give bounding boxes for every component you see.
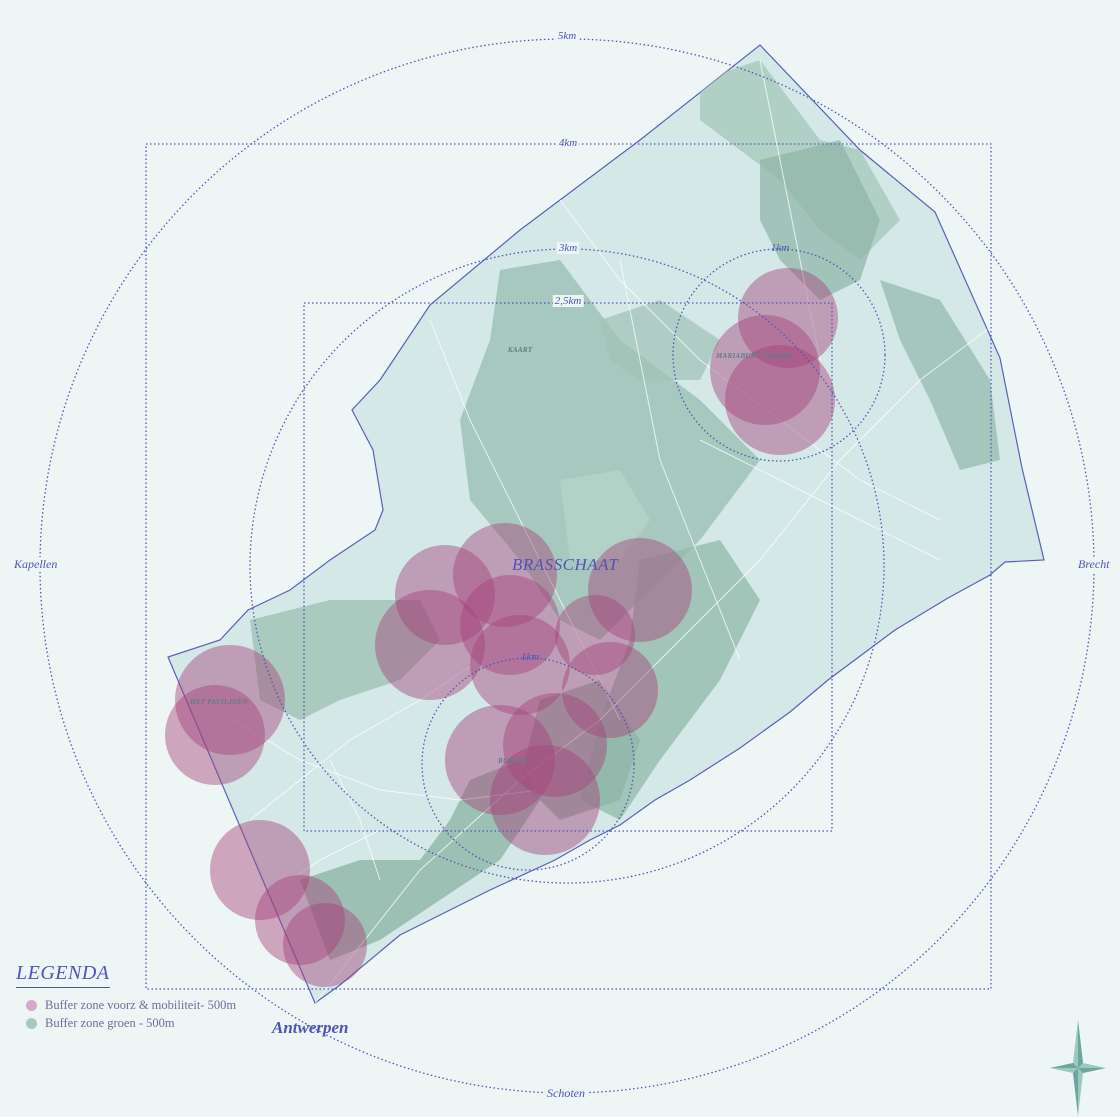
direction-label-west: Kapellen	[14, 557, 58, 572]
ring-label-5km: 5km	[555, 30, 579, 42]
legend-item-facilities: Buffer zone voorz & mobiliteit- 500m	[16, 998, 276, 1013]
green-zones	[250, 60, 1000, 960]
ring-label-1km-south: 1km	[520, 651, 540, 663]
legend-swatch-green	[26, 1018, 37, 1029]
town-label-main: BRASSCHAAT	[512, 555, 619, 574]
legend: LEGENDA Buffer zone voorz & mobiliteit- …	[16, 962, 276, 1034]
town-label-northeast: MARIABURG SCHOOL	[716, 352, 794, 360]
direction-label-east: Brecht	[1078, 557, 1110, 572]
legend-label-facilities: Buffer zone voorz & mobiliteit- 500m	[45, 998, 237, 1012]
direction-label-southwest: Antwerpen	[272, 1018, 349, 1037]
legend-swatch-facilities	[26, 1000, 37, 1011]
legend-label-green: Buffer zone groen - 500m	[45, 1016, 175, 1030]
town-label-south: BURGHT	[498, 757, 529, 765]
ring-4km	[145, 143, 992, 990]
buffer-zones-facilities	[165, 268, 838, 987]
town-label-north: KAART	[508, 346, 533, 354]
compass-rose-icon	[1050, 1020, 1106, 1116]
ring-1km-north	[672, 248, 886, 462]
town-label-west: HET PAVILJOEN	[190, 698, 248, 706]
legend-item-green: Buffer zone groen - 500m	[16, 1016, 276, 1031]
legend-title: LEGENDA	[16, 962, 110, 988]
ring-label-2-5km: 2,5km	[552, 295, 584, 307]
ring-1km-south	[421, 657, 635, 871]
ring-label-3km: 3km	[556, 242, 580, 254]
ring-label-4km: 4km	[556, 137, 580, 149]
direction-label-south: Schoten	[545, 1086, 587, 1101]
ring-label-1km-north: 1km	[770, 242, 790, 254]
